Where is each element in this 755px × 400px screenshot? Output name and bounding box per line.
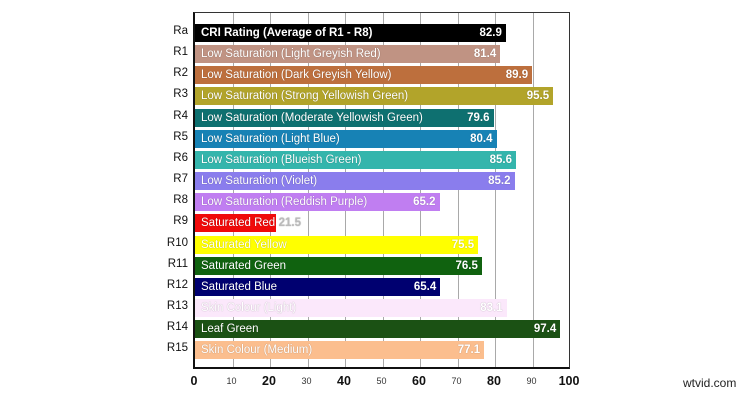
bar-label: Low Saturation (Light Greyish Red)	[201, 48, 381, 61]
x-tick-label: 80	[487, 374, 501, 388]
row-label: R1	[173, 46, 188, 59]
row-label: R11	[167, 257, 188, 270]
x-tick-label: 10	[226, 376, 237, 386]
x-tick-label: 0	[190, 374, 198, 388]
row-label: R3	[173, 88, 188, 101]
bar-label: Low Saturation (Moderate Yellowish Green…	[201, 111, 423, 124]
bar-label: Skin Colour (Medium)	[201, 344, 313, 357]
x-tick-label: 90	[526, 376, 537, 386]
bar-value: 81.4	[473, 48, 497, 61]
row-label: R6	[173, 151, 188, 164]
bar-value: 76.5	[455, 259, 478, 272]
bar-r15: Skin Colour (Medium) 77.1	[195, 341, 485, 360]
bar-label: Low Saturation (Dark Greyish Yellow)	[201, 69, 392, 82]
bar-value: 80.4	[470, 132, 493, 145]
row-label: R15	[166, 342, 188, 355]
bar-r9: Saturated Red 21.5	[195, 214, 301, 233]
bar-value: 83.1	[480, 301, 503, 314]
bar-value: 95.5	[526, 90, 550, 103]
row-label: R9	[173, 215, 188, 228]
row-label: R7	[173, 173, 188, 186]
bar-label: Low Saturation (Reddish Purple)	[201, 196, 368, 209]
row-label: Ra	[173, 25, 188, 37]
bar-label: CRI Rating (Average of R1 - R8)	[201, 27, 373, 39]
bar-r14: Leaf Green 97.4	[195, 320, 561, 339]
bar-value: 79.6	[467, 111, 490, 124]
bar-r12: Saturated Blue 65.4	[195, 277, 441, 296]
watermark: wtvid.com	[683, 376, 737, 390]
bar-label: Low Saturation (Violet)	[201, 175, 318, 188]
bar-value: 85.2	[488, 175, 511, 188]
x-tick-label: 100	[558, 374, 580, 388]
bar-r2: Low Saturation (Dark Greyish Yellow) 89.9	[195, 66, 533, 85]
row-label: R5	[173, 130, 188, 143]
bar-value: 97.4	[533, 323, 557, 336]
bar-r3: Low Saturation (Strong Yellowish Green) 9…	[195, 87, 554, 106]
bar-label: Saturated Blue	[201, 280, 278, 293]
bar-label: Low Saturation (Light Blue)	[201, 132, 340, 145]
bar-label: Skin Colour (Light)	[201, 301, 297, 314]
bar-value: 65.4	[413, 280, 437, 293]
bar-r4: Low Saturation (Moderate Yellowish Green…	[195, 108, 494, 127]
bar-r11: Saturated Green 76.5	[195, 256, 482, 275]
bar-r1: Low Saturation (Light Greyish Red) 81.4	[195, 45, 501, 64]
x-tick-label: 20	[262, 374, 276, 388]
bar-r10: Saturated Yellow 75.5	[195, 235, 479, 254]
x-tick-label: 60	[412, 374, 426, 388]
x-tick-label: 70	[451, 376, 462, 386]
bar-value: 82.9	[479, 27, 502, 39]
row-label: R10	[166, 236, 188, 249]
chart-plot-area: CRI Rating (Average of R1 - R8) 82.9 Low S…	[193, 12, 570, 369]
gridline	[532, 13, 534, 367]
bar-r7: Low Saturation (Violet) 85.2	[195, 172, 515, 191]
bar-label: Saturated Yellow	[201, 238, 287, 251]
row-label: R14	[166, 321, 188, 334]
x-tick-label: 30	[301, 376, 312, 386]
bar-label: Low Saturation (Blueish Green)	[201, 153, 362, 166]
bar-ra: CRI Rating (Average of R1 - R8) 82.9	[195, 24, 506, 42]
bar-r8: Low Saturation (Reddish Purple) 65.2	[195, 193, 440, 212]
bar-value: 65.2	[413, 196, 436, 209]
bar-value: 89.9	[505, 69, 529, 82]
bar-value: 77.1	[457, 344, 481, 357]
bar-label: Saturated Green	[201, 259, 287, 272]
row-label: R8	[173, 194, 188, 207]
bar-r13: Skin Colour (Light) 83.1	[195, 298, 507, 317]
row-label: R13	[166, 299, 188, 312]
row-label: R2	[173, 67, 188, 80]
bar-label: Low Saturation (Strong Yellowish Green)	[201, 90, 409, 103]
bar-r5: Low Saturation (Light Blue) 80.4	[195, 129, 497, 148]
row-label: R12	[166, 278, 188, 291]
row-label: R4	[173, 109, 188, 122]
bar-value: 85.6	[489, 153, 512, 166]
bar-r6: Low Saturation (Blueish Green) 85.6	[195, 150, 516, 169]
bar-value: 75.5	[451, 238, 475, 251]
x-tick-label: 50	[376, 376, 387, 386]
x-tick-label: 40	[337, 374, 351, 388]
bar-value: 21.5	[278, 217, 302, 230]
bar-label: Saturated Red	[201, 217, 276, 230]
bar-label: Leaf Green	[201, 323, 259, 336]
